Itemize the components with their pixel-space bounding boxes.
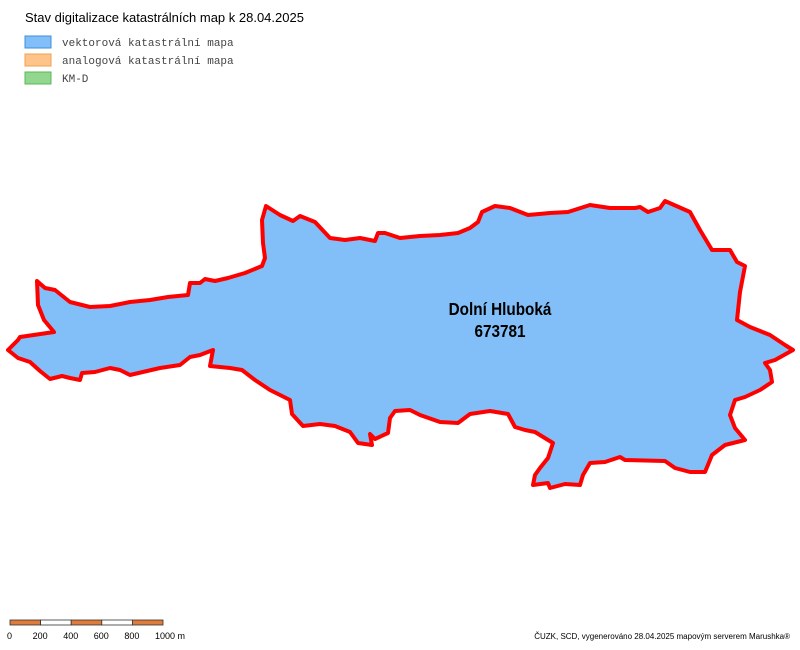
scale-label: 200 [33, 631, 48, 641]
legend-label: vektorová katastrální mapa [62, 38, 234, 50]
area-name: Dolní Hluboká [449, 299, 552, 319]
scale-label: 400 [63, 631, 78, 641]
scale-label: 800 [124, 631, 139, 641]
scale-segment [101, 619, 133, 626]
scale-segment [131, 619, 164, 626]
area-code: 673781 [474, 321, 525, 341]
map-title: Stav digitalizace katastrálních map k 28… [25, 10, 304, 25]
legend-swatch [24, 71, 52, 85]
cadastral-area [6, 199, 795, 490]
scale-label: 0 [7, 631, 12, 641]
scale-label: 600 [94, 631, 109, 641]
scale-bar [9, 619, 164, 626]
legend-label: KM-D [62, 74, 89, 86]
legend-swatch [24, 53, 52, 67]
scale-segment [40, 619, 72, 626]
scale-labels: 0 200 400 600 800 1000 m [7, 631, 185, 641]
legend-label: analogová katastrální mapa [62, 56, 234, 68]
legend-swatch [24, 35, 52, 49]
scale-label: 1000 m [155, 631, 185, 641]
footer-credit: ČUZK, SCD, vygenerováno 28.04.2025 mapov… [534, 632, 790, 641]
scale-segment [70, 619, 103, 626]
scale-segment [9, 619, 42, 626]
